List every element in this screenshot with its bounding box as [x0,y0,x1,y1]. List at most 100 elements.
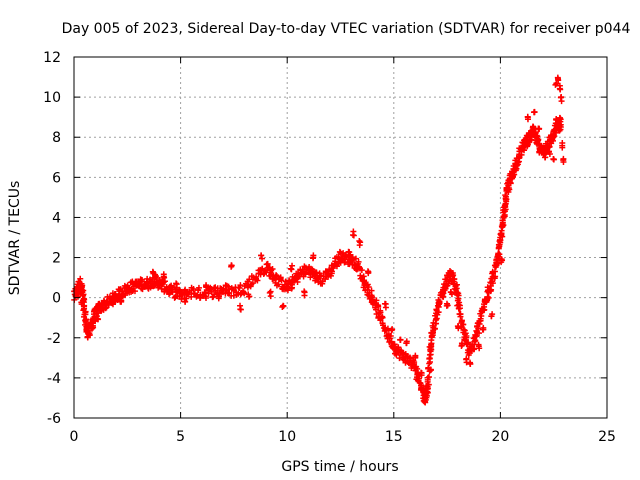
data-point [338,250,345,257]
data-point [491,268,498,275]
data-point [472,333,479,340]
data-point [476,330,483,337]
data-point [489,280,496,287]
data-point [284,287,291,294]
data-point [551,133,558,140]
data-point [102,305,109,312]
data-point [161,274,168,281]
data-point [428,340,435,347]
data-point [554,75,561,82]
data-point [246,276,253,283]
data-point [481,306,488,313]
data-point [455,325,462,332]
data-point [492,273,499,280]
data-point [226,289,233,296]
data-point [424,385,431,392]
data-point [215,293,222,300]
plot-frame [73,56,608,419]
data-point [479,326,486,333]
data-point [369,297,376,304]
data-point [467,359,474,366]
data-point [266,289,273,296]
data-point [173,280,180,287]
data-point [253,273,260,280]
data-point [524,113,531,120]
data-point [426,373,433,380]
data-point [328,268,335,275]
data-point [205,290,212,297]
data-point [237,306,244,313]
data-point [108,300,115,307]
data-point [86,330,93,337]
x-tick-label: 15 [385,429,403,445]
data-point [403,340,410,347]
data-point [161,278,168,285]
data-point [377,309,384,316]
data-point [475,325,482,332]
data-point [74,293,81,300]
data-point [288,266,295,273]
data-point [78,301,85,308]
data-point [289,284,296,291]
data-point [346,252,353,259]
data-point [560,155,567,162]
data-point [496,251,503,258]
data-point [382,301,389,308]
data-point [558,94,565,101]
data-point [500,213,507,220]
data-point [117,298,124,305]
data-point [77,275,84,282]
data-point [273,273,280,280]
data-point [399,349,406,356]
data-point [499,217,506,224]
data-point [389,326,396,333]
y-tick-label: -4 [47,371,61,387]
data-point [352,255,359,262]
y-tick-label: 0 [52,291,61,307]
data-point [131,288,138,295]
x-tick-label: 10 [278,429,296,445]
axis-ticks: 0 5 10 15 20 25 -6 -4 -2 0 2 4 6 8 10 12 [43,50,616,445]
data-point [426,355,433,362]
data-point [94,316,101,323]
data-point [484,293,491,300]
data-point [349,231,356,238]
data-point [203,282,210,289]
data-point [489,311,496,318]
data-point [339,255,346,262]
data-point [193,293,200,300]
data-point [245,293,252,300]
data-point [166,291,173,298]
x-tick-label: 20 [491,429,509,445]
data-point [380,322,387,329]
data-point [498,230,505,237]
data-point [269,265,276,272]
data-point [397,336,404,343]
data-point [79,282,86,289]
data-point [552,81,559,88]
data-point [506,186,513,193]
data-point [259,255,266,262]
data-point [457,313,464,320]
y-tick-label: 4 [52,210,61,226]
data-point [435,309,442,316]
data-point [456,299,463,306]
chart-title: Day 005 of 2023, Sidereal Day-to-day VTE… [62,21,631,37]
data-point [484,284,491,291]
y-tick-label: 8 [52,130,61,146]
data-point [559,142,566,149]
data-point [75,290,82,297]
data-point [325,273,332,280]
data-point [488,286,495,293]
data-point [456,305,463,312]
y-tick-label: -6 [47,411,61,427]
data-point [349,254,356,261]
data-point [240,289,247,296]
data-point [496,236,503,243]
data-point [550,156,557,163]
data-point [434,302,441,309]
data-point [405,360,412,367]
data-point [188,293,195,300]
data-point [463,356,470,363]
data-point [412,354,419,361]
